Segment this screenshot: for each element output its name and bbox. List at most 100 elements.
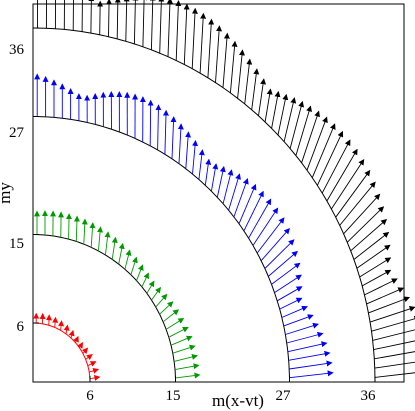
x-tick-label-6: 6	[86, 388, 94, 404]
vector-arrow	[222, 32, 230, 88]
baseline-arc-r6	[33, 322, 91, 382]
vector-arrow	[191, 7, 198, 69]
vector-arrow	[366, 287, 405, 305]
x-tick-label-15: 15	[166, 388, 181, 404]
vector-arrow	[295, 105, 312, 156]
vector-arrow	[374, 372, 415, 378]
vector-arrow	[130, 256, 138, 275]
vector-arrow	[146, 280, 155, 294]
x-tick-label-36: 36	[361, 388, 377, 404]
vector-arrow	[331, 158, 365, 210]
vector-arrow	[274, 274, 302, 293]
vector-arrow	[118, 242, 125, 265]
vector-arrow	[162, 309, 180, 323]
vector-arrow	[162, 109, 169, 155]
vector-arrow	[238, 183, 257, 224]
vector-arrow	[185, 131, 192, 169]
vector-arrow	[283, 314, 314, 327]
vector-arrow	[77, 342, 84, 349]
vector-arrow	[306, 116, 328, 171]
vector-arrow	[216, 165, 226, 198]
vector-arrow	[222, 169, 234, 204]
baseline-arc-r15	[33, 234, 176, 382]
vector-arrow	[81, 347, 89, 355]
vector-arrow	[132, 0, 139, 44]
vector-arrow	[321, 139, 351, 194]
vector-arrow	[170, 116, 177, 159]
vector-arrow	[271, 90, 281, 129]
vector-arrow	[248, 198, 272, 239]
vector-arrow	[58, 320, 65, 331]
vector-arrow	[229, 40, 238, 93]
plot-frame	[32, 3, 405, 383]
vector-arrow	[174, 363, 200, 371]
vector-arrow	[285, 322, 319, 335]
vector-arrow	[264, 239, 295, 269]
vector-arrow	[356, 244, 391, 269]
vector-arrow	[104, 231, 111, 256]
vector-arrow	[283, 97, 297, 142]
vector-arrow	[368, 296, 411, 314]
baseline-arc-r27	[33, 116, 290, 382]
vector-arrow	[149, 0, 156, 50]
vector-arrow	[372, 329, 415, 341]
vector-arrow	[301, 110, 320, 163]
vector-arrow	[260, 227, 290, 261]
vector-arrow	[316, 130, 344, 186]
vector-arrow	[271, 262, 301, 285]
vector-arrow	[233, 178, 249, 218]
vector-arrow	[279, 297, 303, 310]
vector-arrow	[339, 181, 376, 226]
vector-arrow	[88, 0, 95, 34]
vector-arrow	[97, 226, 104, 252]
vector-arrow	[52, 316, 59, 328]
vector-arrow	[141, 0, 148, 47]
baseline-arc-r36	[32, 27, 376, 383]
vector-arrow	[114, 0, 121, 39]
vector-arrow	[199, 12, 207, 74]
vector-arrow	[89, 222, 96, 248]
x-tick-label-27: 27	[276, 388, 292, 404]
vector-arrow	[175, 0, 182, 61]
vector-arrow	[159, 301, 174, 315]
vector-arrow	[85, 353, 93, 361]
vector-arrow	[326, 148, 358, 202]
vector-arrow	[244, 58, 253, 105]
vector-arrow	[289, 370, 334, 379]
vector-arrow	[207, 18, 215, 78]
vector-arrow	[136, 264, 144, 281]
vector-arrow	[155, 104, 162, 150]
vector-arrow	[158, 0, 165, 54]
vector-arrow	[123, 0, 130, 42]
vector-arrow	[343, 193, 381, 235]
vector-arrow	[268, 250, 298, 277]
vector-arrow	[361, 269, 392, 287]
vector-arrow	[228, 173, 241, 211]
vector-arrow	[210, 163, 219, 192]
vector-arrow	[141, 272, 149, 287]
vector-arrow	[237, 49, 245, 99]
series-r36	[32, 0, 415, 383]
vector-arrow	[155, 293, 168, 308]
vector-arrow	[373, 340, 415, 351]
vector-arrow	[89, 367, 100, 374]
vector-arrow	[281, 305, 308, 318]
vector-arrow	[81, 218, 88, 245]
vector-arrow	[204, 158, 212, 186]
vector-arrow	[243, 190, 264, 232]
vector-arrow	[192, 139, 199, 175]
vector-arrow	[287, 341, 328, 353]
vector-arrow	[256, 217, 285, 254]
y-tick-label-27: 27	[9, 125, 25, 141]
vector-arrow	[359, 257, 392, 278]
y-tick-label-15: 15	[9, 236, 24, 252]
vector-arrow	[175, 372, 201, 379]
vector-arrow	[168, 326, 189, 338]
vector-arrow	[166, 0, 173, 57]
series-r15	[33, 210, 201, 382]
vector-arrow	[264, 88, 273, 123]
vector-arrow	[63, 324, 70, 334]
vector-arrow	[165, 317, 185, 330]
vector-arrow	[374, 361, 415, 369]
vector-arrow	[177, 123, 184, 164]
